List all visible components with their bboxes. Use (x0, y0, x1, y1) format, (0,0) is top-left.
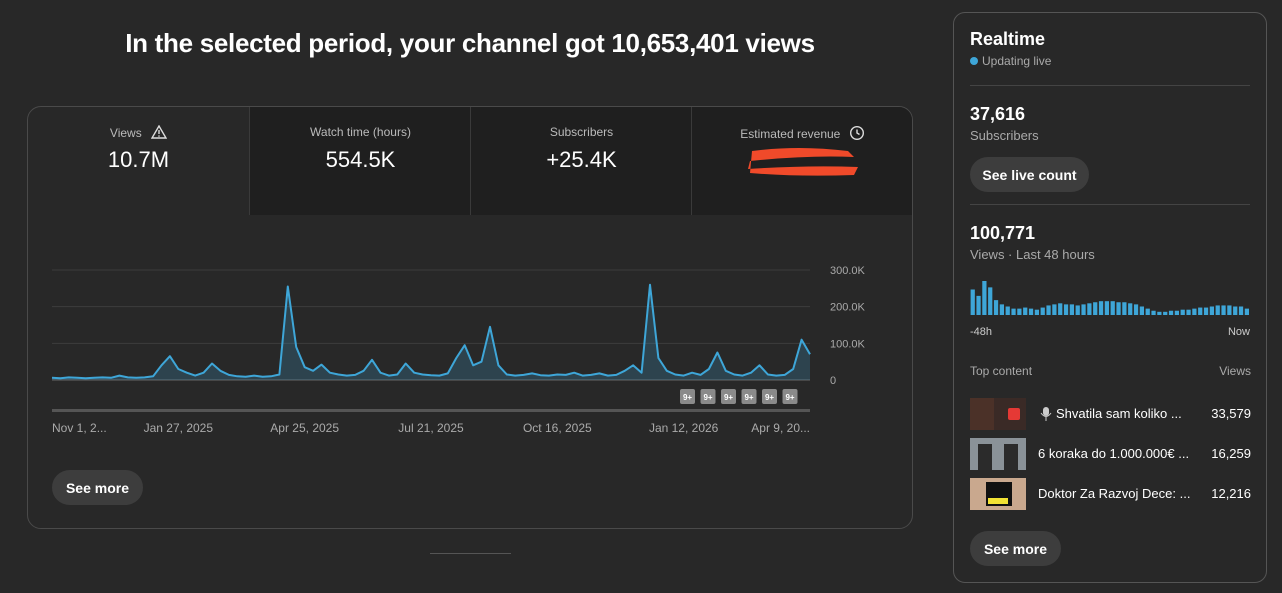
video-views: 12,216 (1211, 486, 1251, 501)
thumbnail (970, 478, 1026, 510)
video-title[interactable]: 6 koraka do 1.000.000€ ... (1038, 446, 1190, 461)
metric-value: 10.7M (107, 147, 170, 172)
video-title[interactable]: Shvatila sam koliko ... (1056, 406, 1182, 421)
page-title: In the selected period, your channel got… (125, 28, 815, 58)
subscriber-count: 37,616 (970, 104, 1026, 124)
metric-tab[interactable]: Subscribers +25.4K (470, 107, 692, 215)
see-live-count-button[interactable]: See live count (970, 157, 1089, 192)
metric-label: Subscribers (549, 125, 614, 139)
thumbnail (970, 438, 1026, 470)
metric-tab[interactable]: Estimated revenue (691, 107, 912, 215)
divider (970, 204, 1250, 205)
metric-tab[interactable]: Watch time (hours) 554.5K (249, 107, 471, 215)
video-views: 16,259 (1211, 446, 1251, 461)
divider (970, 85, 1250, 86)
metric-value: 554.5K (325, 147, 396, 172)
scroll-indicator (430, 553, 511, 554)
see-more-button[interactable]: See more (970, 531, 1061, 566)
metric-label: Watch time (hours) (310, 125, 411, 139)
overview-card: Views 10.7M Watch time (hours) 554.5K Su… (27, 106, 913, 529)
thumbnail (970, 398, 1026, 430)
see-more-button[interactable]: See more (52, 470, 143, 505)
redaction (747, 148, 858, 176)
mic-icon (1040, 407, 1052, 421)
metric-label: Estimated revenue (740, 127, 841, 141)
subscriber-label: Subscribers (970, 128, 1039, 143)
realtime-title: Realtime (970, 29, 1046, 49)
views-label: Views · Last 48 hours (970, 247, 1095, 262)
views-column-label: Views (1219, 364, 1251, 378)
video-title[interactable]: Doktor Za Razvoj Dece: ... (1038, 486, 1191, 501)
realtime-card: Realtime Updating live 37,616 Subscriber… (953, 12, 1267, 583)
views-count: 100,771 (970, 223, 1036, 243)
video-views: 33,579 (1211, 406, 1251, 421)
warning-icon (150, 124, 168, 139)
live-status: Updating live (982, 54, 1052, 68)
metric-tab[interactable]: Views 10.7M (28, 107, 249, 215)
metric-value: +25.4K (546, 147, 617, 172)
metric-label: Views (109, 126, 142, 140)
top-content-title: Top content (970, 364, 1033, 378)
clock-icon (849, 125, 864, 141)
live-dot (970, 57, 978, 65)
